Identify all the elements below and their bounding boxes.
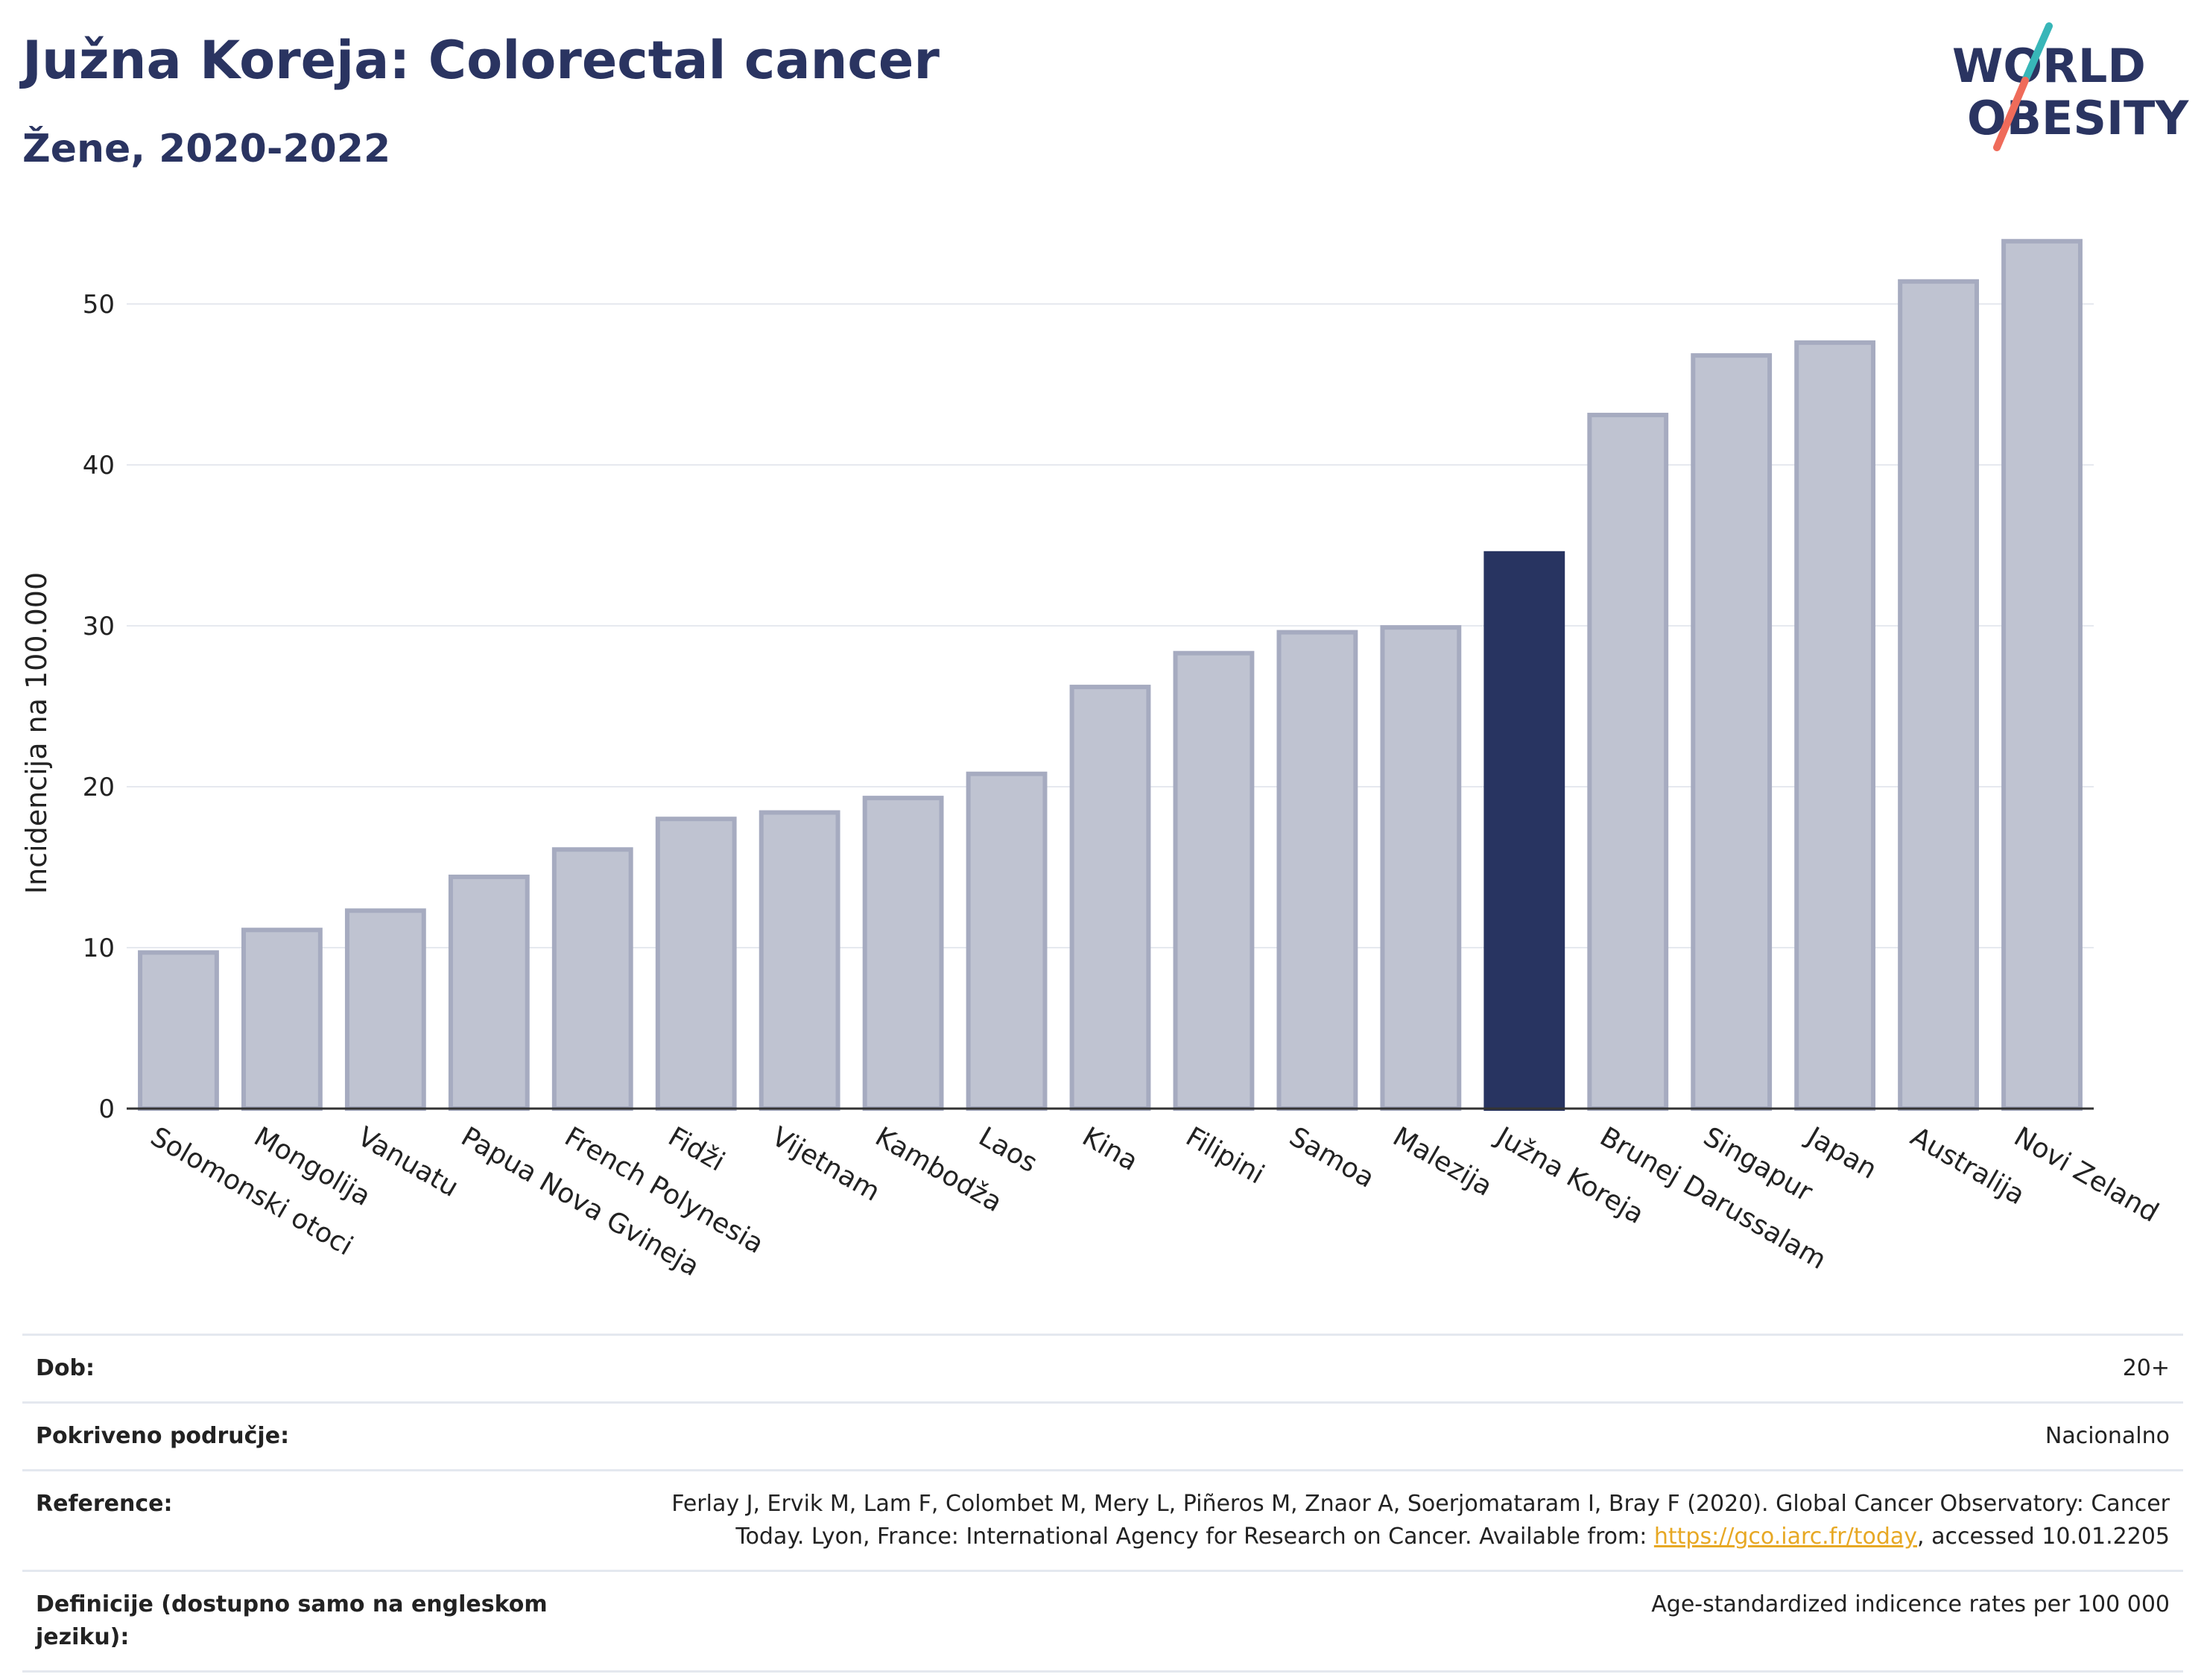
chart-subtitle: Žene, 2020-2022 <box>22 127 391 171</box>
y-tick-label: 10 <box>83 933 115 963</box>
x-tick-label: Malezija <box>1387 1121 1497 1202</box>
bar-samoa <box>1276 630 1358 1111</box>
bar-laos <box>966 771 1048 1111</box>
bar-fidži <box>655 817 737 1111</box>
meta-value-definitions: Age-standardized indicence rates per 100… <box>586 1570 2183 1673</box>
y-axis-ticks: 0 10 20 30 40 50 <box>83 290 115 1124</box>
x-tick-label: Filipini <box>1180 1121 1269 1190</box>
y-tick-label: 50 <box>83 290 115 320</box>
bar-brunej-darussalam <box>1587 413 1669 1111</box>
reference-text: Ferlay J, Ervik M, Lam F, Colombet M, Me… <box>671 1491 2170 1550</box>
bar-mongolija <box>241 928 323 1111</box>
metadata-table: Dob: 20+ Pokriveno područje: Nacionalno … <box>22 1334 2183 1673</box>
meta-row-coverage: Pokriveno područje: Nacionalno <box>22 1401 2183 1471</box>
world-obesity-logo: WORLD OBESITY <box>1952 22 2189 151</box>
bar-australija <box>1898 279 1979 1111</box>
meta-row-age: Dob: 20+ <box>22 1334 2183 1403</box>
y-tick-label: 0 <box>98 1094 115 1124</box>
x-tick-label: Novi Zeland <box>2009 1121 2164 1229</box>
y-tick-label: 40 <box>83 451 115 481</box>
y-tick-label: 20 <box>83 773 115 802</box>
bar-singapur <box>1691 353 1773 1111</box>
x-tick-label: Vijetnam <box>767 1121 885 1208</box>
meta-key-definitions: Definicije (dostupno samo na engleskom j… <box>22 1570 586 1673</box>
bar-vanuatu <box>344 908 426 1111</box>
bar-solomonski-otoci <box>138 950 219 1111</box>
bar-papua-nova-gvineja <box>448 874 530 1111</box>
bar-kina <box>1069 685 1151 1111</box>
bar-novi-zeland <box>2001 238 2083 1111</box>
logo-slash-teal <box>2021 22 2053 84</box>
y-tick-label: 30 <box>83 612 115 641</box>
meta-key-coverage: Pokriveno područje: <box>22 1401 586 1471</box>
meta-row-reference: Reference: Ferlay J, Ervik M, Lam F, Col… <box>22 1469 2183 1571</box>
meta-key-age: Dob: <box>22 1334 586 1403</box>
reference-link[interactable]: https://gco.iarc.fr/today <box>1653 1524 1918 1550</box>
x-tick-label: Australija <box>1905 1121 2030 1211</box>
meta-key-reference: Reference: <box>22 1469 586 1571</box>
chart-title: Južna Koreja: Colorectal cancer <box>22 30 940 91</box>
reference-accessed: , accessed 10.01.2205 <box>1917 1524 2170 1550</box>
bar-kambodža <box>862 796 944 1111</box>
meta-row-definitions: Definicije (dostupno samo na engleskom j… <box>22 1570 2183 1673</box>
meta-value-reference: Ferlay J, Ervik M, Lam F, Colombet M, Me… <box>586 1469 2183 1571</box>
x-tick-label: Kina <box>1077 1121 1143 1177</box>
logo-line1: WORLD <box>1952 39 2146 93</box>
bar-filipini <box>1173 650 1255 1111</box>
bar-japan <box>1794 340 1876 1112</box>
y-axis-title: Incidencija na 100.000 <box>20 572 53 894</box>
meta-value-age: 20+ <box>586 1334 2183 1403</box>
bars <box>138 238 2083 1112</box>
x-tick-label: Laos <box>974 1121 1042 1179</box>
bar-vijetnam <box>759 810 840 1112</box>
logo-slash-coral <box>1993 77 2029 151</box>
meta-value-coverage: Nacionalno <box>586 1401 2183 1471</box>
bar-french-polynesia <box>551 847 633 1111</box>
bar-chart: 0 10 20 30 40 50 Solomonski otociMongolijaVan… <box>20 238 2164 1282</box>
x-tick-label: Japan <box>1800 1120 1881 1185</box>
bar-južna-koreja <box>1483 551 1565 1111</box>
x-tick-label: Fidži <box>663 1121 730 1177</box>
bar-malezija <box>1380 625 1462 1111</box>
x-tick-label: Samoa <box>1284 1121 1379 1194</box>
